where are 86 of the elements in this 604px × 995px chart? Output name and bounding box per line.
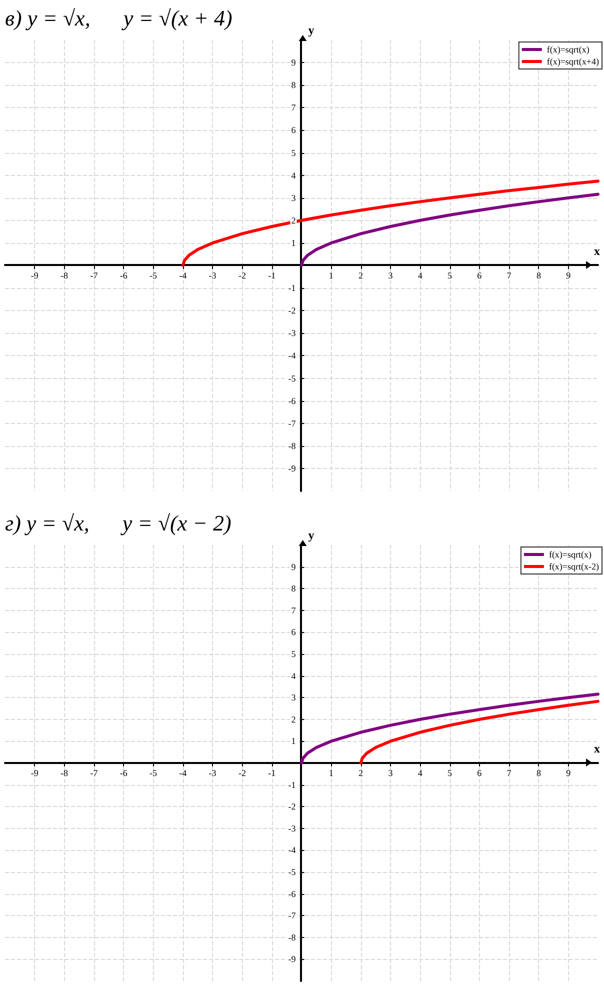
y-tick-label: -4 xyxy=(288,350,296,361)
line-series xyxy=(181,180,600,267)
x-tick-label: 9 xyxy=(566,270,572,280)
x-tick-label: -3 xyxy=(208,270,217,280)
x-tick-label: 1 xyxy=(328,270,334,280)
y-axis-title: y xyxy=(308,528,314,542)
x-tick-label: 7 xyxy=(506,768,512,778)
y-tick-label: -1 xyxy=(288,283,296,294)
y-tick-label: 6 xyxy=(291,627,296,638)
x-tick-label: -5 xyxy=(150,768,158,778)
x-axis-title: x xyxy=(594,742,600,756)
y-tick-label: -3 xyxy=(288,328,296,338)
x-tick-label: 7 xyxy=(506,270,512,280)
x-tick-label: 6 xyxy=(477,270,482,280)
x-tick-label: 2 xyxy=(358,270,364,280)
y-tick-label: -1 xyxy=(288,780,296,790)
y-tick-label: -5 xyxy=(288,373,296,384)
y-tick-label: 2 xyxy=(291,215,296,226)
chart-title: в) y = √x, y = √(x + 4) xyxy=(5,6,232,30)
legend-label: f(x)=sqrt(x-2) xyxy=(548,562,600,572)
legend-label: f(x)=sqrt(x+4) xyxy=(546,56,600,66)
y-tick-label: -2 xyxy=(288,802,296,812)
x-tick-label: -4 xyxy=(179,768,188,778)
y-tick-label: 3 xyxy=(291,692,296,703)
y-tick-label: 1 xyxy=(291,736,296,746)
x-tick-label: 2 xyxy=(358,768,364,778)
y-tick-label: -9 xyxy=(288,463,296,474)
x-tick-label: -9 xyxy=(30,768,39,778)
y-tick-label: -6 xyxy=(288,888,296,899)
x-tick-label: 6 xyxy=(477,768,482,778)
x-axis-title: x xyxy=(594,244,600,258)
x-tick-label: -7 xyxy=(90,270,98,280)
y-tick-label: 2 xyxy=(291,714,296,724)
x-tick-label: -8 xyxy=(60,270,69,280)
x-tick-label: -2 xyxy=(238,768,246,778)
x-tick-label: -3 xyxy=(208,768,217,778)
x-tick-label: 9 xyxy=(566,768,572,778)
x-tick-label: -2 xyxy=(238,270,246,280)
y-tick-label: 9 xyxy=(291,562,296,572)
line-series xyxy=(300,692,600,764)
y-tick-label: 3 xyxy=(291,192,296,203)
x-tick-label: -9 xyxy=(30,270,39,280)
y-tick-label: -7 xyxy=(288,910,296,921)
x-tick-label: -6 xyxy=(120,270,128,280)
y-tick-label: 8 xyxy=(291,80,296,90)
x-tick-label: -4 xyxy=(179,270,188,280)
y-tick-label: 7 xyxy=(291,102,296,113)
y-tick-label: -5 xyxy=(288,867,296,877)
x-tick-label: 3 xyxy=(388,270,394,280)
y-tick-label: 7 xyxy=(291,605,296,616)
y-tick-label: -7 xyxy=(288,418,296,428)
legend-label: f(x)=sqrt(x) xyxy=(546,44,590,54)
y-tick-label: -8 xyxy=(288,932,296,942)
y-tick-label: 5 xyxy=(291,148,296,158)
y-tick-label: 1 xyxy=(291,238,296,248)
y-tick-label: 6 xyxy=(291,125,296,136)
line-series xyxy=(359,700,600,764)
y-tick-label: 4 xyxy=(291,670,296,681)
chart-title: г) y = √x, y = √(x − 2) xyxy=(5,510,232,536)
y-tick-label: -2 xyxy=(288,306,296,316)
y-tick-label: -4 xyxy=(288,845,296,856)
x-tick-label: -8 xyxy=(60,768,69,778)
x-tick-label: 4 xyxy=(418,270,423,280)
x-tick-label: 5 xyxy=(448,768,452,778)
x-tick-label: -7 xyxy=(90,768,98,778)
x-tick-label: 3 xyxy=(388,768,394,778)
y-tick-label: -8 xyxy=(288,440,296,451)
x-tick-label: -6 xyxy=(120,768,128,778)
y-tick-label: -3 xyxy=(288,823,296,834)
x-tick-label: -5 xyxy=(150,270,158,280)
line-series xyxy=(300,192,600,267)
legend-label: f(x)=sqrt(x) xyxy=(548,550,592,560)
x-tick-label: -1 xyxy=(268,768,276,778)
y-tick-label: 9 xyxy=(291,58,296,68)
y-tick-label: -9 xyxy=(288,954,296,964)
x-tick-label: 5 xyxy=(448,270,452,280)
x-tick-label: 1 xyxy=(328,768,334,778)
y-tick-label: 8 xyxy=(291,584,296,594)
x-tick-label: 8 xyxy=(536,270,542,280)
y-tick-label: 4 xyxy=(291,170,296,180)
y-axis-title: y xyxy=(308,23,314,37)
x-tick-label: 4 xyxy=(418,768,423,778)
x-tick-label: 8 xyxy=(536,768,542,778)
y-tick-label: 5 xyxy=(291,649,296,659)
x-tick-label: -1 xyxy=(268,270,276,280)
y-tick-label: -6 xyxy=(288,396,296,406)
